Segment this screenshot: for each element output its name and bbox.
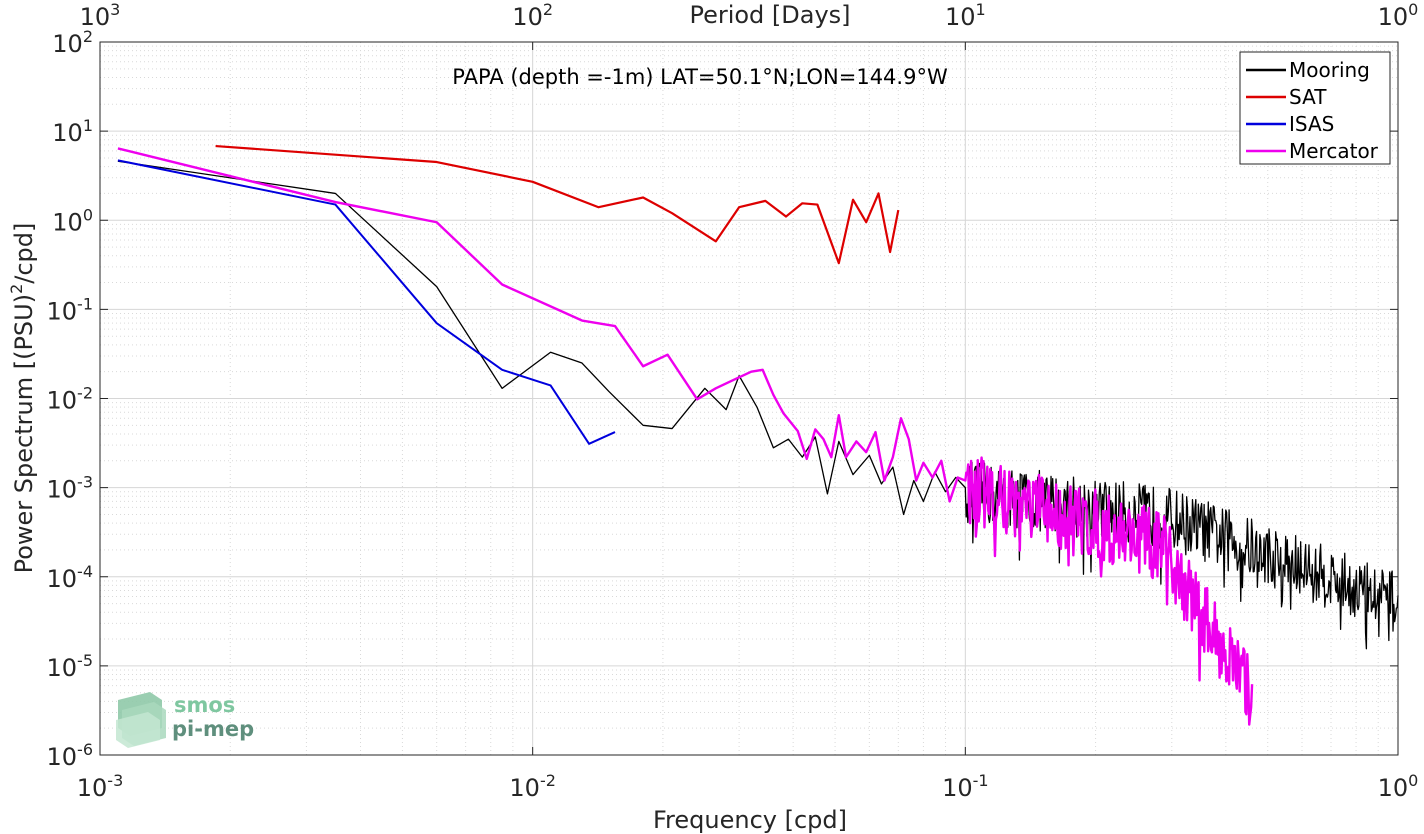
series-line-mercator xyxy=(117,147,1254,726)
legend-label-mooring: Mooring xyxy=(1289,58,1370,82)
smos-pi-mep-logo: smos pi-mep xyxy=(116,692,254,748)
logo-text-smos: smos xyxy=(174,693,235,717)
y-tick-label: 10-1 xyxy=(47,294,94,325)
y-tick-label: 10-3 xyxy=(47,473,94,504)
series-lines xyxy=(117,144,1399,726)
top-tick-label: 103 xyxy=(80,0,121,31)
x-tick-label: 10-3 xyxy=(77,771,124,802)
y-tick-label: 101 xyxy=(52,116,93,147)
chart-title: PAPA (depth =-1m) LAT=50.1°N;LON=144.9°W xyxy=(452,65,948,89)
x-tick-label: 10-2 xyxy=(509,771,556,802)
logo-layers-icon xyxy=(116,692,166,748)
top-tick-label: 101 xyxy=(945,0,986,31)
y-tick-label: 10-4 xyxy=(47,562,94,593)
y-tick-label: 10-5 xyxy=(47,651,94,682)
y-tick-label: 100 xyxy=(52,205,93,236)
top-axis-label: Period [Days] xyxy=(689,1,850,29)
series-line-mooring xyxy=(117,160,1399,650)
y-tick-label: 10-2 xyxy=(47,384,94,415)
x-tick-label: 100 xyxy=(1378,771,1419,802)
series-line-isas xyxy=(117,159,616,445)
grid xyxy=(100,42,1398,755)
legend-label-sat: SAT xyxy=(1289,85,1327,109)
x-axis-label: Frequency [cpd] xyxy=(653,806,847,834)
top-tick-label: 100 xyxy=(1378,0,1419,31)
y-tick-label: 10-6 xyxy=(47,740,94,771)
logo-text-pi-mep: pi-mep xyxy=(172,717,254,741)
top-tick-label: 102 xyxy=(512,0,553,31)
series-line-sat xyxy=(215,144,900,265)
x-tick-label: 10-1 xyxy=(942,771,989,802)
y-tick-label: 102 xyxy=(52,27,93,58)
legend: Mooring SAT ISAS Mercator xyxy=(1239,51,1391,165)
y-axis-label: Power Spectrum [(PSU)2/cpd] xyxy=(7,223,38,574)
legend-label-mercator: Mercator xyxy=(1289,139,1379,163)
legend-label-isas: ISAS xyxy=(1289,112,1334,136)
